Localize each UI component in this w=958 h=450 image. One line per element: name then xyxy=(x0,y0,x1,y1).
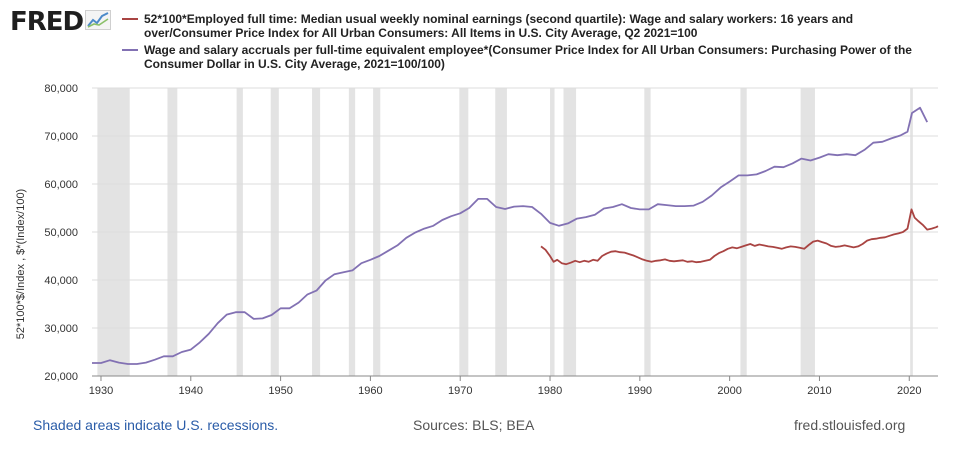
y-tick-label: 20,000 xyxy=(44,371,78,383)
sources-text: Sources: BLS; BEA xyxy=(413,417,535,433)
y-tick-label: 80,000 xyxy=(44,83,78,95)
series-line-earnings[interactable] xyxy=(540,208,939,266)
x-tick-label: 1970 xyxy=(448,385,472,397)
legend-label-accruals: Wage and salary accruals per full-time e… xyxy=(144,43,912,71)
x-tick-label: 1930 xyxy=(89,385,113,397)
fred-chart-icon xyxy=(85,9,112,35)
y-tick-label: 70,000 xyxy=(44,131,78,143)
y-tick-label: 50,000 xyxy=(44,227,78,239)
legend-item-accruals[interactable]: Wage and salary accruals per full-time e… xyxy=(122,43,942,71)
y-tick-label: 40,000 xyxy=(44,275,78,287)
recession-note-link[interactable]: Shaded areas indicate U.S. recessions. xyxy=(33,417,279,433)
legend-swatch-accruals xyxy=(122,49,138,51)
y-tick-label: 60,000 xyxy=(44,179,78,191)
x-axis: 1930 1940 1950 1960 1970 1980 1990 2000 2010 2020 xyxy=(89,375,938,397)
fred-logo[interactable]: FRED xyxy=(10,7,112,37)
legend-item-earnings[interactable]: 52*100*Employed full time: Median usual … xyxy=(122,12,942,40)
x-tick-label: 2000 xyxy=(717,385,741,397)
series-line-accruals[interactable] xyxy=(92,106,929,365)
y-tick-label: 30,000 xyxy=(44,323,78,335)
x-tick-label: 1960 xyxy=(358,385,382,397)
y-axis: 20,000 30,000 40,000 50,000 60,000 70,000 80,0… xyxy=(44,83,78,383)
series-lines xyxy=(92,106,939,365)
chart-legend: 52*100*Employed full time: Median usual … xyxy=(122,12,942,74)
x-tick-label: 2020 xyxy=(897,385,921,397)
x-tick-label: 1990 xyxy=(628,385,652,397)
x-tick-label: 1950 xyxy=(268,385,292,397)
y-axis-label: 52*100*$/Index , $*(Index/100) xyxy=(15,189,27,339)
legend-label-earnings: 52*100*Employed full time: Median usual … xyxy=(144,12,854,40)
brand-name: FRED xyxy=(10,7,84,37)
site-link[interactable]: fred.stlouisfed.org xyxy=(794,417,906,433)
x-tick-label: 2010 xyxy=(807,385,831,397)
legend-swatch-earnings xyxy=(122,18,138,20)
x-tick-label: 1980 xyxy=(538,385,562,397)
x-tick-label: 1940 xyxy=(179,385,203,397)
